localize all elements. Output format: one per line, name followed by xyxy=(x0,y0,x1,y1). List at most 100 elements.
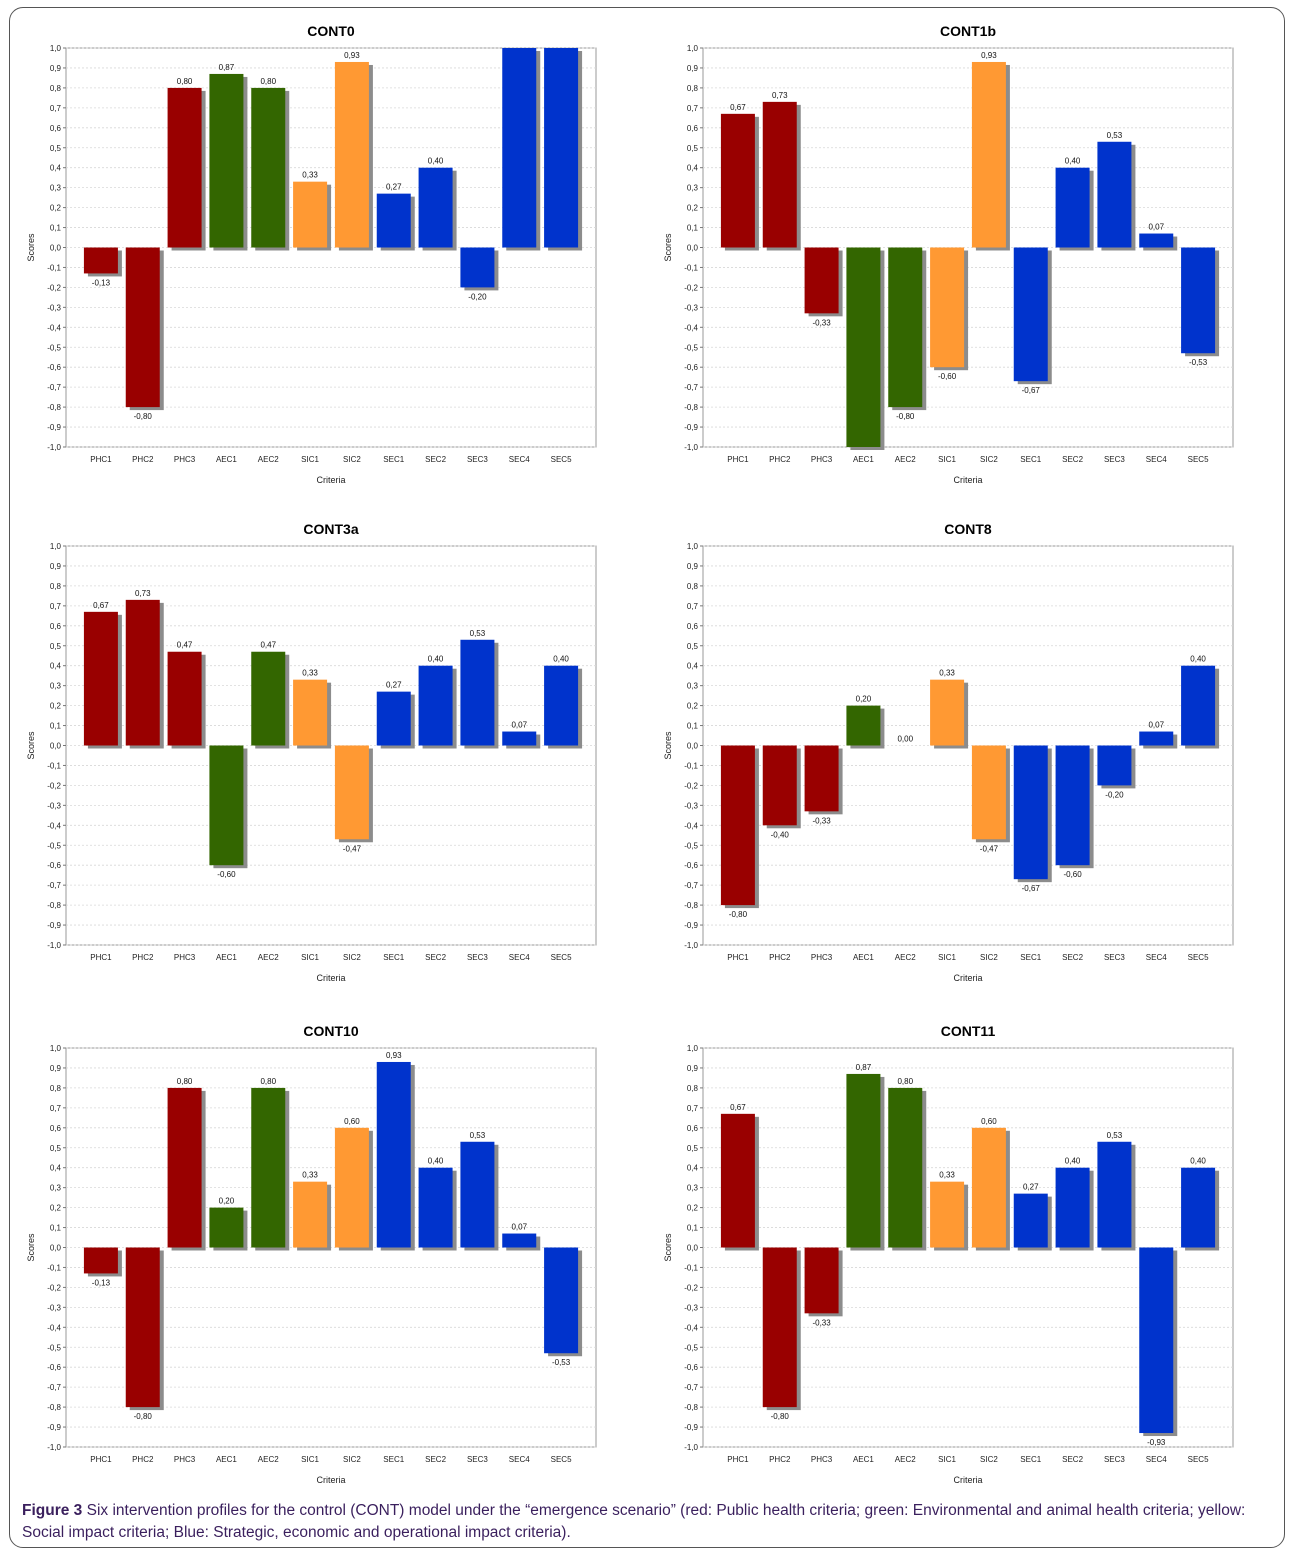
bar-sec4 xyxy=(1139,1247,1174,1434)
data-label: -0,67 xyxy=(1022,884,1041,893)
x-tick-label: AEC1 xyxy=(216,1455,237,1464)
data-label: -0,33 xyxy=(812,318,831,327)
data-label: 0,47 xyxy=(177,641,193,650)
data-label: 0,67 xyxy=(93,601,109,610)
x-tick-label: PHC3 xyxy=(174,953,196,962)
bar-phc2 xyxy=(762,1247,797,1408)
chart-panel-cont11: CONT11 1,0 0,9 0,8 0,7 0,6 0,5 0,4 0,3 0,2 0,1 0,0 -… xyxy=(655,1018,1265,1498)
x-tick-label: SEC2 xyxy=(1062,455,1083,464)
bar-aec2 xyxy=(251,87,286,248)
bar-sec3 xyxy=(460,247,495,288)
x-tick-label: AEC2 xyxy=(895,1455,916,1464)
bar-sec4 xyxy=(502,48,537,248)
y-tick-label: -0,7 xyxy=(684,1383,698,1392)
y-tick-label: -1,0 xyxy=(684,443,698,452)
bar-sec3 xyxy=(1097,1141,1132,1248)
bar-sec3 xyxy=(1097,141,1132,248)
y-tick-label: 0,7 xyxy=(687,1104,699,1113)
y-tick-label: 0,3 xyxy=(50,682,62,691)
chart-panel-cont10: CONT10 1,0 0,9 0,8 0,7 0,6 0,5 0,4 0,3 0,2 0,1 0,0 -… xyxy=(18,1018,628,1498)
chart-title: CONT11 xyxy=(941,1023,996,1039)
bar-phc2 xyxy=(125,1247,160,1408)
bar-phc1 xyxy=(720,745,755,906)
data-label: -0,60 xyxy=(217,870,236,879)
y-tick-label: 0,7 xyxy=(687,602,699,611)
bar-sec1 xyxy=(376,1061,411,1248)
x-axis-label: Criteria xyxy=(316,475,345,485)
y-tick-label: 1,0 xyxy=(50,542,62,551)
y-tick-label: 0,4 xyxy=(50,662,62,671)
bar-phc1 xyxy=(83,247,118,274)
bar-aec1 xyxy=(209,745,244,866)
x-tick-label: PHC3 xyxy=(174,455,196,464)
y-tick-label: 0,8 xyxy=(50,84,62,93)
y-tick-label: 0,9 xyxy=(687,562,699,571)
x-tick-label: SEC2 xyxy=(425,455,446,464)
data-label: 0,07 xyxy=(511,1223,527,1232)
y-tick-label: 1,0 xyxy=(50,44,62,53)
y-tick-label: -0,7 xyxy=(684,881,698,890)
y-tick-label: -0,6 xyxy=(684,363,698,372)
y-tick-label: 0,5 xyxy=(50,144,62,153)
bar-aec1 xyxy=(846,705,881,746)
y-tick-label: 0,7 xyxy=(50,1104,62,1113)
y-tick-label: -1,0 xyxy=(684,941,698,950)
y-tick-label: -0,2 xyxy=(47,1283,61,1292)
y-tick-label: -0,8 xyxy=(47,901,61,910)
chart-title: CONT3a xyxy=(303,521,358,537)
data-label: 0,93 xyxy=(344,51,360,60)
data-label: 0,60 xyxy=(344,1117,360,1126)
bar-phc3 xyxy=(167,651,202,746)
chart-title: CONT8 xyxy=(944,521,992,537)
y-axis-label: Scores xyxy=(26,731,36,760)
y-tick-label: -0,9 xyxy=(47,1423,61,1432)
data-label: 0,40 xyxy=(553,655,569,664)
chart-title: CONT0 xyxy=(307,23,355,39)
x-tick-label: SIC1 xyxy=(938,1455,956,1464)
bar-phc1 xyxy=(720,1113,755,1248)
bar-sec2 xyxy=(1055,167,1090,248)
data-label: 0,40 xyxy=(1065,1157,1081,1166)
bar-phc2 xyxy=(125,247,160,408)
x-tick-label: SEC4 xyxy=(1146,455,1167,464)
x-tick-label: AEC2 xyxy=(258,455,279,464)
y-axis-label: Scores xyxy=(26,233,36,262)
y-tick-label: -0,8 xyxy=(684,403,698,412)
y-tick-label: -0,9 xyxy=(684,1423,698,1432)
bar-sec3 xyxy=(460,1141,495,1248)
y-tick-label: -0,6 xyxy=(684,861,698,870)
data-label: 0,07 xyxy=(1148,721,1164,730)
x-tick-label: PHC2 xyxy=(132,1455,154,1464)
data-label: 0,40 xyxy=(428,655,444,664)
y-tick-label: 0,2 xyxy=(687,204,699,213)
data-label: 0,93 xyxy=(386,1051,402,1060)
y-tick-label: -0,3 xyxy=(47,801,61,810)
y-tick-label: 0,5 xyxy=(687,1144,699,1153)
data-label: 0,80 xyxy=(897,1077,913,1086)
data-label: -0,80 xyxy=(134,1412,153,1421)
bar-sec4 xyxy=(502,1233,537,1248)
y-tick-label: -0,4 xyxy=(684,1323,698,1332)
data-label: 0,33 xyxy=(302,669,318,678)
y-tick-label: 0,5 xyxy=(687,144,699,153)
data-label: -0,20 xyxy=(468,292,487,301)
x-tick-label: SIC2 xyxy=(343,953,361,962)
data-label: 0,40 xyxy=(428,1157,444,1166)
x-tick-label: SEC3 xyxy=(467,1455,488,1464)
x-tick-label: SIC2 xyxy=(343,455,361,464)
bar-sic1 xyxy=(930,247,965,368)
bar-phc2 xyxy=(125,599,160,746)
bar-sic2 xyxy=(971,61,1006,248)
y-tick-label: 0,0 xyxy=(50,742,62,751)
bar-sic2 xyxy=(334,1127,369,1248)
bar-aec2 xyxy=(251,651,286,746)
x-tick-label: SEC5 xyxy=(1188,1455,1209,1464)
x-tick-label: SEC4 xyxy=(509,953,530,962)
y-tick-label: -0,2 xyxy=(47,781,61,790)
y-tick-label: 0,5 xyxy=(687,642,699,651)
data-label: 0,33 xyxy=(939,1171,955,1180)
data-label: 0,27 xyxy=(386,681,402,690)
x-tick-label: PHC2 xyxy=(132,953,154,962)
data-label: -0,40 xyxy=(771,830,790,839)
y-tick-label: 1,0 xyxy=(687,1044,699,1053)
